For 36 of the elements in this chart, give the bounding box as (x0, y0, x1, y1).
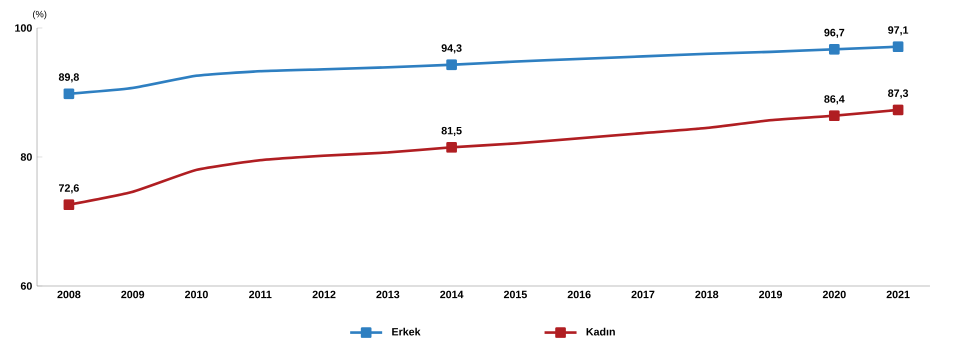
x-tick-label: 2019 (759, 290, 782, 298)
x-tick-label: 2021 (886, 290, 910, 298)
data-label: 97,1 (888, 26, 908, 36)
data-label: 72,6 (58, 184, 79, 194)
data-label: 94,3 (442, 44, 462, 54)
point (892, 41, 904, 52)
data-label: 96,7 (824, 28, 844, 38)
x-tick-label: 2013 (376, 290, 400, 298)
x-tick-label: 2016 (568, 290, 591, 298)
point (446, 59, 457, 70)
data-label: 89,8 (58, 73, 79, 82)
y-tick-label: 100 (15, 24, 32, 32)
y-axis-title: (%) (32, 10, 46, 20)
x-tick-label: 2009 (121, 290, 144, 298)
x-tick-label: 2014 (440, 290, 464, 298)
y-tick-label: 80 (20, 153, 32, 161)
x-tick-label: 2018 (695, 290, 718, 298)
data-label: 86,4 (824, 95, 845, 104)
legend-label: Erkek (392, 328, 421, 336)
data-label: 87,3 (888, 89, 908, 99)
x-tick-label: 2015 (504, 290, 527, 298)
x-tick-label: 2012 (312, 290, 336, 298)
point (64, 88, 74, 100)
x-tick-label: 2008 (57, 290, 80, 298)
x-tick-label: 2020 (822, 290, 846, 298)
x-tick-label: 2017 (631, 290, 654, 298)
point (892, 104, 904, 116)
point (64, 199, 74, 210)
point (828, 110, 840, 122)
point (446, 142, 457, 153)
legend-label: Kadın (586, 328, 615, 336)
x-tick-label: 2011 (249, 290, 272, 298)
x-tick-label: 2010 (184, 290, 208, 298)
y-tick-label: 60 (20, 282, 32, 290)
data-label: 81,5 (442, 126, 462, 136)
point (828, 44, 840, 55)
